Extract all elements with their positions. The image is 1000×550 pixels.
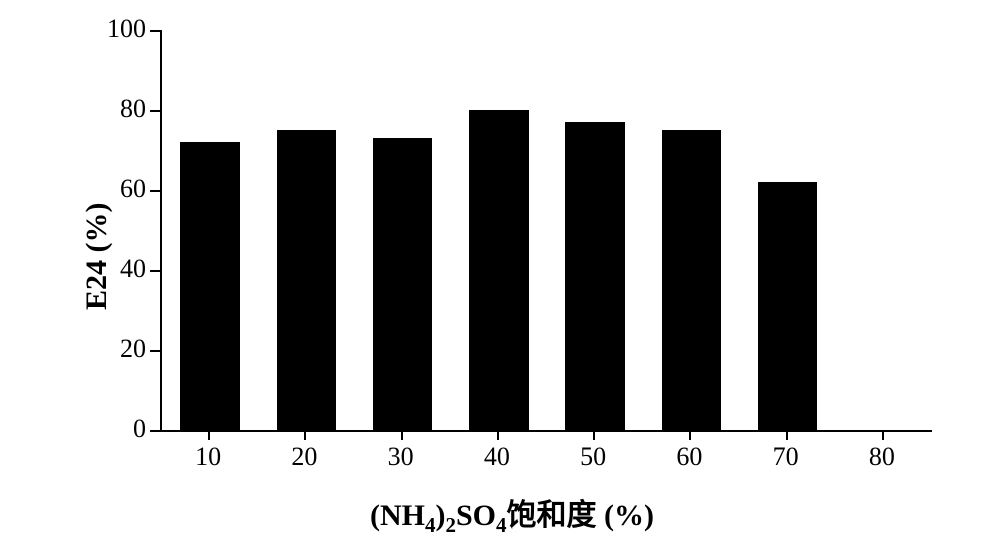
plot-area <box>160 30 932 432</box>
bar <box>277 130 337 430</box>
x-tick-label: 70 <box>773 442 799 472</box>
y-tick-label: 40 <box>120 254 146 284</box>
x-tick-label: 80 <box>869 442 895 472</box>
y-tick-label: 80 <box>120 94 146 124</box>
x-tick-label: 40 <box>484 442 510 472</box>
y-tick-label: 20 <box>120 334 146 364</box>
y-tick-label: 60 <box>120 174 146 204</box>
bar <box>662 130 722 430</box>
y-axis-title: E24 (%) <box>80 203 114 311</box>
bar-chart: 0 20 40 60 80 100 10 20 30 40 50 60 70 80 E24 (%) (N… <box>0 0 1000 550</box>
y-tick-label: 100 <box>107 14 146 44</box>
bar <box>180 142 240 430</box>
x-tick-label: 60 <box>676 442 702 472</box>
x-tick-label: 50 <box>580 442 606 472</box>
bars-layer <box>162 30 932 430</box>
bar <box>373 138 433 430</box>
bar <box>758 182 818 430</box>
y-tick-label: 0 <box>133 414 146 444</box>
x-tick-label: 20 <box>291 442 317 472</box>
bar <box>565 122 625 430</box>
x-tick-label: 30 <box>388 442 414 472</box>
x-axis-title: (NH4)2SO4饱和度 (%) <box>370 490 654 534</box>
bar <box>469 110 529 430</box>
x-tick-label: 10 <box>195 442 221 472</box>
